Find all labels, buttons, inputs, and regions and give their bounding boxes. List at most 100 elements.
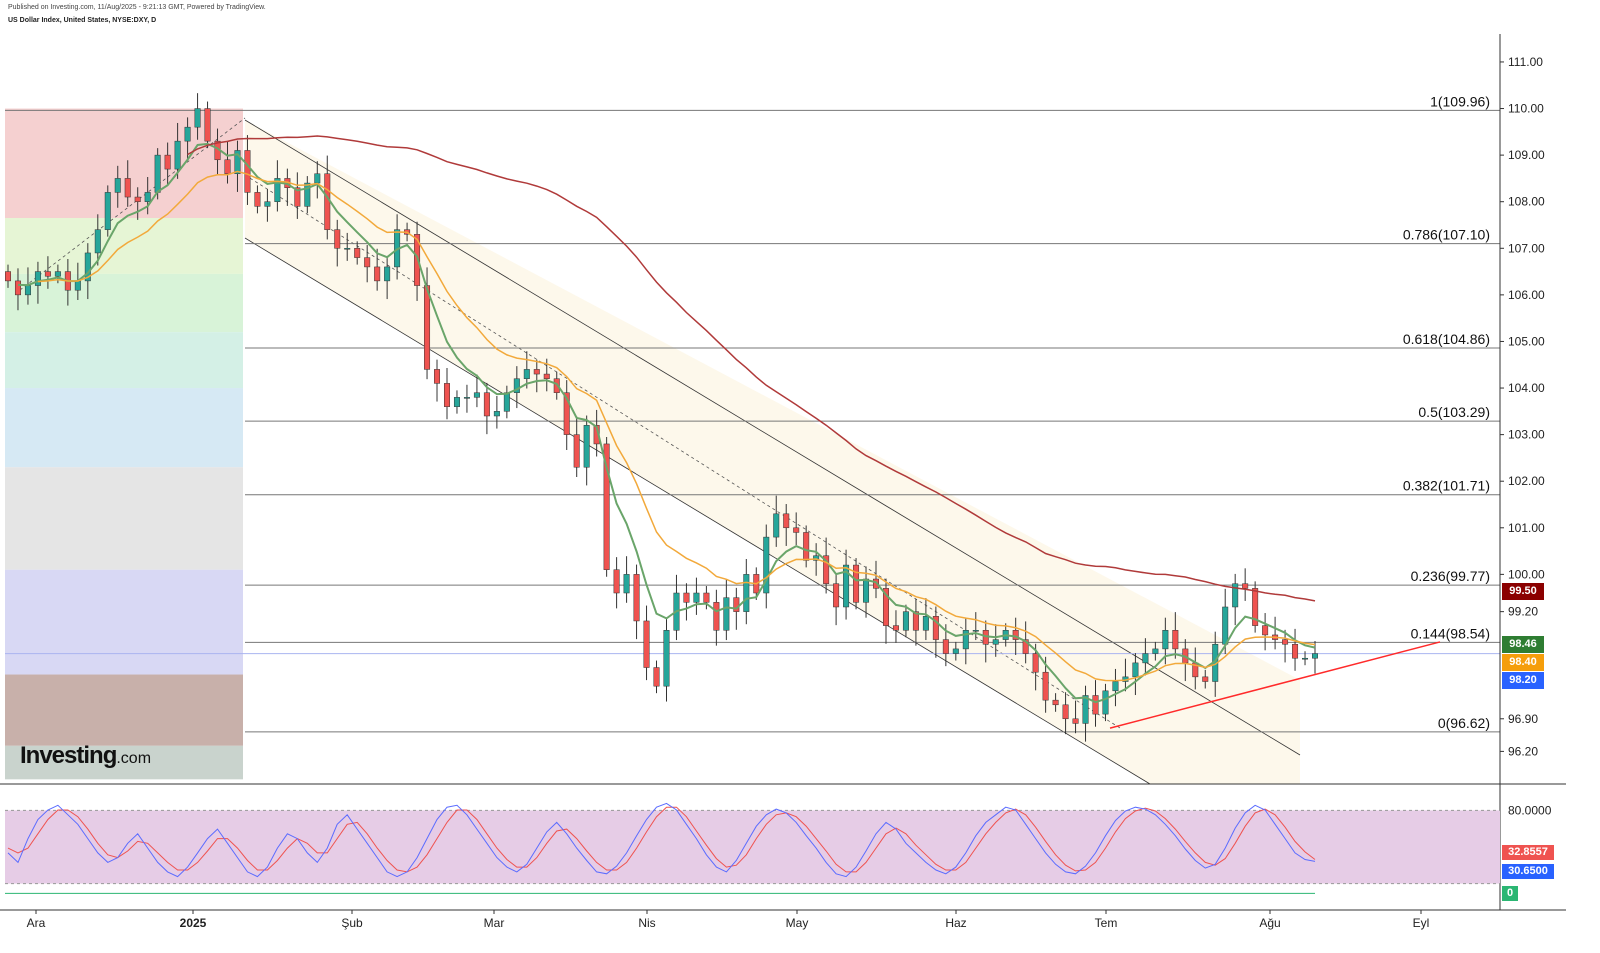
candle-body bbox=[992, 639, 999, 645]
candle-body bbox=[783, 513, 790, 529]
candle-body bbox=[184, 126, 191, 142]
candle-body bbox=[34, 271, 41, 286]
candle-body bbox=[892, 625, 899, 631]
candle-body bbox=[1082, 695, 1089, 724]
y-tick-label: 100.00 bbox=[1508, 567, 1545, 581]
candle-body bbox=[972, 630, 979, 632]
candle-body bbox=[1072, 718, 1079, 724]
candle-body bbox=[912, 611, 919, 631]
candle-body bbox=[902, 611, 909, 631]
price-tag-98.20: 98.20 bbox=[1502, 672, 1544, 689]
candle-body bbox=[224, 159, 231, 175]
published-info: Published on Investing.com, 11/Aug/2025 … bbox=[8, 4, 266, 11]
candle-body bbox=[1092, 695, 1099, 715]
candle-body bbox=[533, 369, 540, 375]
fib-label-3: 0.5(103.29) bbox=[1418, 404, 1490, 420]
fib-label-4: 0.382(101.71) bbox=[1403, 478, 1490, 494]
candle-body bbox=[154, 154, 161, 193]
y-tick-label: 110.00 bbox=[1508, 102, 1544, 116]
osc-value-tag-2: 0 bbox=[1502, 886, 1518, 901]
symbol-title: US Dollar Index, United States, NYSE:DXY… bbox=[8, 17, 157, 24]
candle-body bbox=[1172, 630, 1179, 650]
stoch-band bbox=[5, 810, 1500, 884]
candle-body bbox=[134, 196, 141, 202]
price-tag-98.46: 98.46 bbox=[1502, 636, 1544, 653]
x-tick-label: Nis bbox=[638, 916, 655, 930]
fib-label-1: 0.786(107.10) bbox=[1403, 227, 1490, 243]
candle-body bbox=[384, 266, 391, 282]
fib-zone-0 bbox=[5, 108, 243, 111]
y-tick-label: 96.90 bbox=[1508, 712, 1538, 726]
candle-body bbox=[543, 373, 550, 379]
candle-body bbox=[84, 252, 91, 282]
candle-body bbox=[703, 592, 710, 603]
fib-label-0: 1(109.96) bbox=[1430, 93, 1490, 109]
x-tick-label: Eyl bbox=[1413, 916, 1430, 930]
candle-body bbox=[503, 392, 510, 412]
candle-body bbox=[793, 527, 800, 533]
y-tick-label: 108.00 bbox=[1508, 195, 1545, 209]
candle-body bbox=[863, 578, 870, 603]
stoch-k-line bbox=[7, 802, 1316, 878]
fib-zone-8 bbox=[5, 674, 243, 746]
candle-body bbox=[1142, 653, 1149, 664]
candle-body bbox=[1202, 676, 1209, 682]
y-tick-label: 106.00 bbox=[1508, 288, 1545, 302]
candle-body bbox=[434, 369, 441, 384]
channel-lower-line bbox=[244, 237, 1151, 785]
candle-body bbox=[713, 602, 720, 631]
candle-body bbox=[743, 574, 750, 612]
candle-body bbox=[234, 150, 241, 175]
candle-body bbox=[274, 178, 281, 202]
x-tick-label: Tem bbox=[1095, 916, 1118, 930]
candle-body bbox=[523, 369, 530, 379]
candle-body bbox=[962, 630, 969, 650]
candle-body bbox=[294, 187, 301, 207]
y-tick-label: 109.00 bbox=[1508, 148, 1545, 162]
channel-fill bbox=[245, 120, 1300, 784]
candle-body bbox=[1302, 657, 1309, 660]
fib-label-5: 0.236(99.77) bbox=[1411, 568, 1490, 584]
channel-mid-line bbox=[244, 174, 1121, 729]
y-tick-label: 96.20 bbox=[1508, 744, 1538, 758]
candle-body bbox=[603, 443, 610, 570]
fib-zone-6 bbox=[5, 467, 243, 570]
candle-body bbox=[823, 555, 830, 584]
candle-body bbox=[1032, 653, 1039, 673]
candle-body bbox=[104, 192, 111, 230]
candle-body bbox=[324, 173, 331, 230]
candle-body bbox=[24, 285, 31, 296]
candle-body bbox=[1132, 662, 1139, 678]
investing-logo: Investing.com bbox=[20, 742, 152, 769]
y-tick-label: 101.00 bbox=[1508, 521, 1545, 535]
x-tick-label: Mar bbox=[484, 916, 505, 930]
fib-zone-4 bbox=[5, 332, 243, 389]
candle-body bbox=[1232, 583, 1239, 608]
candle-body bbox=[374, 266, 381, 282]
candle-body bbox=[1242, 583, 1249, 589]
candle-body bbox=[463, 397, 470, 399]
candle-body bbox=[693, 592, 700, 603]
candle-body bbox=[663, 630, 670, 687]
candle-body bbox=[942, 639, 949, 654]
candle-body bbox=[1312, 653, 1318, 659]
candle-body bbox=[164, 154, 171, 170]
candle-body bbox=[573, 434, 580, 468]
price-tag-98.40: 98.40 bbox=[1502, 654, 1544, 671]
candle-body bbox=[882, 588, 889, 626]
candle-body bbox=[583, 425, 590, 468]
candle-body bbox=[443, 383, 450, 407]
candle-body bbox=[483, 392, 490, 417]
x-tick-label: Haz bbox=[945, 916, 966, 930]
ema-slow-line bbox=[187, 135, 1316, 602]
candle-body bbox=[254, 192, 261, 207]
candle-body bbox=[613, 569, 620, 594]
fib-zone-9 bbox=[5, 745, 243, 780]
fib-label-2: 0.618(104.86) bbox=[1403, 331, 1490, 347]
candle-body bbox=[813, 555, 820, 561]
candle-body bbox=[513, 378, 520, 393]
candle-body bbox=[1282, 639, 1289, 645]
x-tick-label: May bbox=[786, 916, 809, 930]
candle-body bbox=[952, 648, 959, 654]
